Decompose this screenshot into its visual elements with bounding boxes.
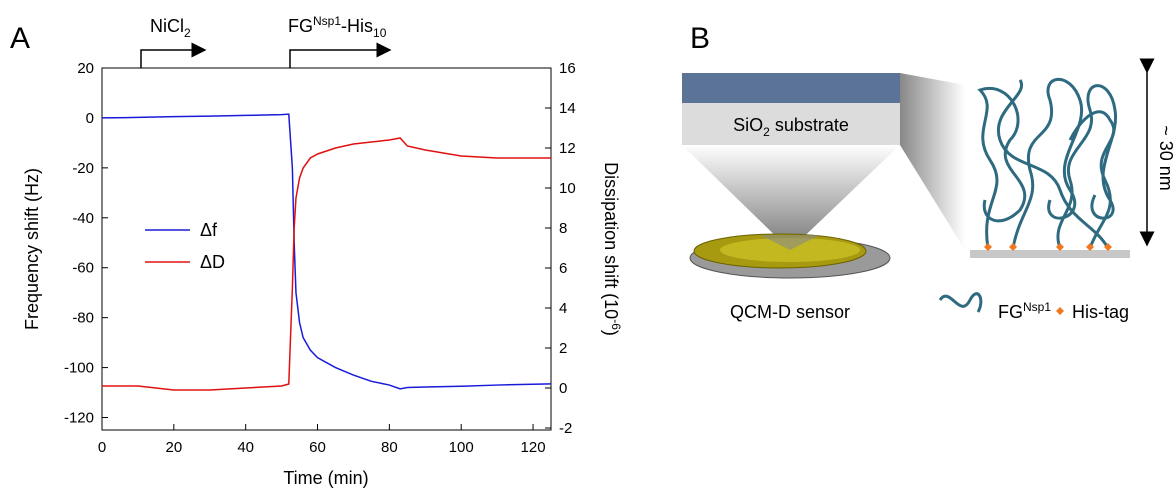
y-tick-label: -20 [72, 160, 94, 177]
his-tags [984, 243, 1112, 251]
x-tick-label: 80 [381, 439, 398, 456]
x-tick-label: 40 [237, 439, 254, 456]
y-tick-label: -120 [64, 410, 94, 427]
legend-label: ΔD [200, 252, 225, 272]
substrate [682, 103, 900, 145]
annotation: FGNsp1-His10 [288, 14, 387, 40]
legend-tag-icon [1056, 307, 1064, 315]
y-tick-label: -80 [72, 310, 94, 327]
x-tick-label: 20 [165, 439, 182, 456]
y2-tick-label: -2 [559, 420, 572, 437]
y-tick-label: 20 [77, 60, 94, 77]
legend-polymer: FGNsp1 [998, 300, 1051, 322]
thickness-label: ~ 30 nm [1156, 125, 1175, 191]
x-tick-label: 60 [309, 439, 326, 456]
annotation-arrow [289, 42, 392, 68]
x-tick-label: 120 [521, 439, 546, 456]
y2-tick-label: 14 [559, 100, 576, 117]
x-tick-label: 0 [98, 439, 106, 456]
data-line [102, 137, 551, 391]
y2-tick-label: 0 [559, 380, 567, 397]
y2-tick-label: 4 [559, 300, 567, 317]
y2-tick-label: 8 [559, 220, 567, 237]
legend-label: Δf [200, 220, 218, 240]
y-tick-label: -100 [64, 360, 94, 377]
panel-label: B [690, 22, 710, 55]
y2-axis-label: Dissipation shift (10-6) [601, 162, 623, 336]
coating [682, 73, 900, 103]
surface [970, 250, 1130, 258]
y2-tick-label: 16 [559, 60, 576, 77]
y2-tick-label: 6 [559, 260, 567, 277]
x-axis-label: Time (min) [283, 468, 368, 488]
plot-frame [101, 67, 552, 431]
polymers [977, 77, 1118, 249]
panel-label: A [10, 22, 30, 55]
annotation: NiCl2 [150, 16, 191, 40]
legend-tag: His-tag [1072, 302, 1129, 322]
diagram: SiO2 substrate QCM-D sensor ~ 30 nm FGNs… [682, 58, 1175, 322]
y-tick-label: 0 [86, 110, 94, 127]
y2-tick-label: 12 [559, 140, 576, 157]
legend-polymer-icon [938, 292, 983, 313]
y-tick-label: -60 [72, 260, 94, 277]
substrate-label: SiO2 substrate [733, 115, 849, 139]
x-tick-label: 100 [449, 439, 474, 456]
annotation-arrow [140, 42, 207, 68]
y-tick-label: -40 [72, 210, 94, 227]
cone [682, 145, 900, 250]
zoom [900, 73, 965, 250]
cone-tip [760, 235, 820, 250]
y2-tick-label: 2 [559, 340, 567, 357]
y2-tick-label: 10 [559, 180, 576, 197]
y-axis-label: Frequency shift (Hz) [22, 168, 42, 330]
data-line [101, 113, 552, 390]
sensor-label: QCM-D sensor [730, 302, 850, 322]
